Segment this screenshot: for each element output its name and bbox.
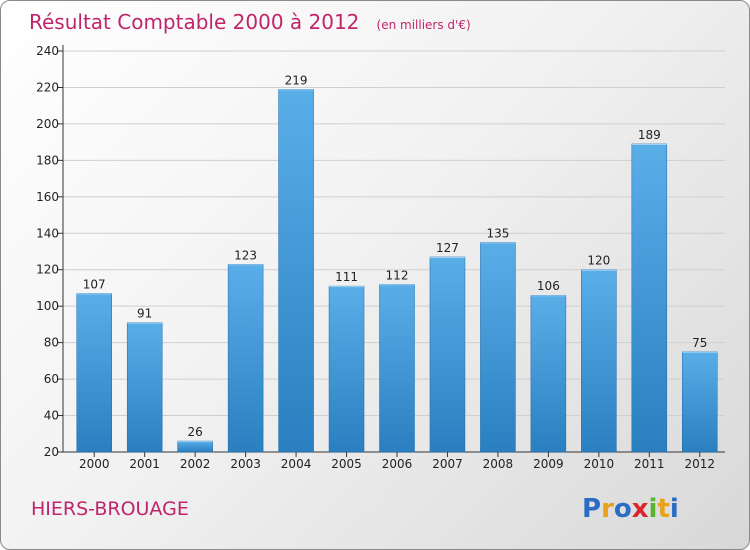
y-tick-label: 80 (44, 336, 59, 350)
x-tick-label-2008: 2008 (483, 457, 514, 471)
data-label-2008: 135 (486, 226, 509, 240)
bars (76, 89, 718, 453)
bar-2002 (177, 440, 213, 453)
data-label-2010: 120 (587, 254, 610, 268)
data-label-2000: 107 (83, 277, 106, 291)
y-tick-label: 60 (44, 372, 59, 386)
bar-2011 (631, 143, 668, 453)
logo-letter: o (614, 494, 632, 524)
x-tick-label-2000: 2000 (79, 457, 110, 471)
x-tick-label-2002: 2002 (180, 457, 211, 471)
x-tick-label-2006: 2006 (382, 457, 413, 471)
logo-letter: i (649, 494, 658, 524)
bar-2009 (530, 294, 567, 453)
x-tick-labels: 2000 2001 2002 2003 2004 2005 2006 2007 2008 2009… (79, 457, 715, 471)
x-tick-label-2007: 2007 (432, 457, 463, 471)
bar-2007 (429, 256, 466, 453)
data-label-2003: 123 (234, 248, 257, 262)
y-tick-label: 100 (36, 299, 59, 313)
y-tick-label: 220 (36, 80, 59, 94)
bar-2004 (278, 89, 314, 453)
bar-2005 (328, 285, 365, 453)
y-tick-label: 180 (36, 153, 59, 167)
y-tick-label: 200 (36, 117, 59, 131)
logo-letter: t (657, 494, 669, 524)
x-tick-label-2005: 2005 (331, 457, 362, 471)
x-tick-label-2011: 2011 (634, 457, 665, 471)
logo-letter: r (601, 494, 614, 524)
data-label-2012: 75 (692, 336, 707, 350)
data-label-2005: 111 (335, 270, 358, 284)
chart-title: Résultat Comptable 2000 à 2012 (29, 10, 359, 34)
commune-name: HIERS-BROUAGE (31, 498, 189, 520)
data-label-2011: 189 (638, 128, 661, 142)
data-label-2001: 91 (137, 307, 152, 321)
y-tick-label: 160 (36, 190, 59, 204)
logo-letter: i (670, 494, 679, 524)
chart-subtitle: (en milliers d'€) (377, 18, 471, 32)
data-label-2009: 106 (537, 279, 560, 293)
bar-2008 (480, 242, 516, 453)
bar-2003 (227, 264, 264, 453)
data-label-2002: 26 (188, 425, 203, 439)
bar-2010 (581, 269, 617, 453)
bar-2001 (126, 322, 163, 453)
proxiti-logo: Proxiti (582, 494, 679, 524)
y-tick-label: 120 (36, 263, 59, 277)
logo-letter: x (632, 494, 649, 524)
y-tick-label: 20 (44, 445, 59, 459)
y-tick-labels: 20 40 60 80 100 120 140 160 180 200 220 240 (36, 44, 59, 459)
bar-2012 (682, 351, 718, 453)
x-tick-label-2004: 2004 (281, 457, 312, 471)
x-tick-label-2010: 2010 (584, 457, 615, 471)
x-tick-label-2012: 2012 (684, 457, 715, 471)
y-tick-label: 40 (44, 409, 59, 423)
bar-2006 (379, 284, 415, 453)
y-tick-label: 240 (36, 44, 59, 58)
data-label-2006: 112 (386, 268, 409, 282)
data-label-2004: 219 (285, 73, 308, 87)
x-tick-label-2009: 2009 (533, 457, 564, 471)
data-label-2007: 127 (436, 241, 459, 255)
x-tick-label-2003: 2003 (230, 457, 261, 471)
chart-title-group: Résultat Comptable 2000 à 2012 (en milli… (29, 10, 471, 34)
y-tick-label: 140 (36, 226, 59, 240)
logo-letter: P (582, 494, 601, 524)
data-labels: 107 91 26 123 219 111 112 127 135 106 120 189 75 (83, 73, 708, 439)
bar-2000 (76, 293, 112, 453)
x-tick-label-2001: 2001 (129, 457, 160, 471)
